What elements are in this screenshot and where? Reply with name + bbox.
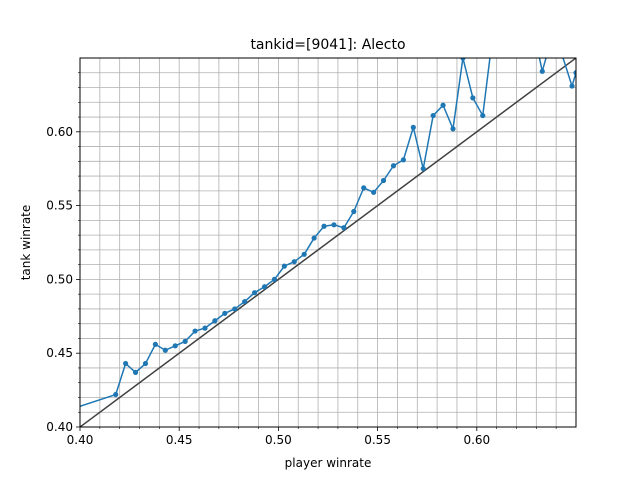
winrate-point xyxy=(371,189,377,195)
axis-ticks: 0.40 0.45 0.50 0.55 0.60 0.40 0.45 0.50 0.55 0.60 xyxy=(46,72,557,447)
winrate-point xyxy=(460,58,466,61)
winrate-point xyxy=(301,251,307,257)
winrate-point xyxy=(420,166,426,172)
winrate-point xyxy=(470,95,476,101)
winrate-point xyxy=(251,290,258,296)
winrate-point xyxy=(390,163,397,169)
chart-title: tankid=[9041]: Alecto xyxy=(250,37,405,53)
winrate-point xyxy=(192,328,198,334)
winrate-point xyxy=(232,306,238,312)
plot-frame xyxy=(79,57,577,428)
winrate-point xyxy=(123,360,129,367)
winrate-point xyxy=(573,70,576,76)
winrate-point xyxy=(113,391,119,398)
winrate-point xyxy=(380,177,387,184)
winrate-point xyxy=(480,112,486,119)
winrate-point xyxy=(539,68,545,74)
winrate-point xyxy=(291,259,297,265)
winrate-point xyxy=(212,318,218,324)
x-tick-label: 0.50 xyxy=(265,433,292,447)
winrate-point xyxy=(440,102,446,108)
winrate-point xyxy=(450,126,456,132)
series-layer xyxy=(80,58,576,427)
winrate-point xyxy=(152,341,158,347)
winrate-point xyxy=(142,360,149,367)
winrate-point xyxy=(132,369,139,375)
winrate-point xyxy=(222,310,228,316)
reference-diagonal-line xyxy=(80,58,576,427)
winrate-point xyxy=(430,112,436,119)
winrate-point xyxy=(202,325,208,331)
grid-lines xyxy=(80,58,576,427)
winrate-point xyxy=(410,124,416,130)
winrate-point xyxy=(331,222,337,228)
winrate-point xyxy=(311,235,317,241)
winrate-point xyxy=(242,298,248,305)
winrate-point xyxy=(361,185,367,191)
winrate-point xyxy=(271,276,278,282)
winrate-point xyxy=(172,343,178,349)
x-tick-label: 0.40 xyxy=(67,433,94,447)
y-tick-label: 0.50 xyxy=(46,272,73,286)
winrate-point xyxy=(182,338,188,344)
winrate-point xyxy=(162,347,168,353)
y-tick-label: 0.45 xyxy=(46,346,73,360)
x-axis-label: player winrate xyxy=(285,456,372,470)
x-tick-label: 0.45 xyxy=(166,433,193,447)
y-tick-label: 0.40 xyxy=(46,420,73,434)
y-axis-label: tank winrate xyxy=(19,205,33,281)
winrate-point xyxy=(569,83,575,89)
winrate-series-line xyxy=(80,58,576,408)
y-tick-label: 0.60 xyxy=(46,125,73,139)
winrate-point xyxy=(351,208,357,215)
winrate-point xyxy=(341,225,347,231)
y-tick-label: 0.55 xyxy=(46,199,73,213)
winrate-point xyxy=(400,157,406,163)
x-tick-label: 0.55 xyxy=(364,433,391,447)
winrate-point xyxy=(261,284,268,290)
x-tick-label: 0.60 xyxy=(463,433,490,447)
winrate-point xyxy=(281,263,287,269)
winrate-point xyxy=(321,223,327,229)
